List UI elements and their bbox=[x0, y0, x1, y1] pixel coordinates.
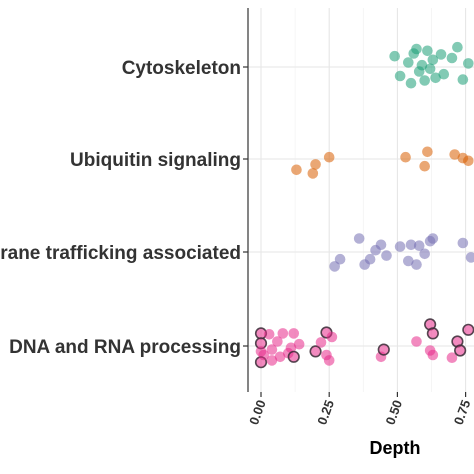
category-label: Cytoskeleton bbox=[122, 58, 241, 79]
data-point bbox=[457, 237, 469, 249]
data-point bbox=[293, 338, 305, 350]
data-point bbox=[364, 253, 376, 265]
data-point bbox=[422, 45, 433, 57]
data-point bbox=[424, 63, 436, 75]
x-axis-ticks: 0.00 0.25 0.50 0.75 bbox=[246, 392, 473, 427]
data-point bbox=[403, 57, 414, 68]
data-point bbox=[457, 74, 469, 85]
data-point bbox=[454, 344, 467, 357]
data-point bbox=[394, 241, 406, 252]
data-point bbox=[285, 342, 297, 354]
category-label: DNA and RNA processing bbox=[9, 337, 241, 358]
data-point bbox=[377, 343, 390, 356]
data-point bbox=[323, 355, 335, 366]
data-point bbox=[430, 72, 441, 84]
category-label: Ubiquitin signaling bbox=[70, 150, 241, 171]
data-point bbox=[266, 344, 278, 355]
data-point bbox=[449, 149, 460, 160]
data-point bbox=[419, 75, 430, 86]
data-point bbox=[309, 345, 322, 358]
data-point bbox=[381, 250, 392, 261]
grid-lines bbox=[248, 8, 474, 392]
data-point bbox=[288, 328, 300, 339]
data-point bbox=[465, 252, 474, 263]
x-tick-label: 0.00 bbox=[246, 398, 269, 427]
x-tick-label: 0.25 bbox=[314, 398, 337, 427]
data-point bbox=[427, 349, 439, 361]
x-tick-label: 0.75 bbox=[451, 398, 474, 427]
data-point bbox=[274, 351, 286, 363]
data-points bbox=[254, 41, 474, 369]
data-point bbox=[353, 233, 365, 244]
data-point bbox=[394, 70, 406, 82]
data-point bbox=[438, 68, 450, 80]
data-point bbox=[413, 240, 425, 251]
data-point bbox=[277, 328, 289, 339]
data-point bbox=[419, 160, 430, 172]
panel-background bbox=[248, 8, 474, 392]
data-point bbox=[419, 248, 430, 260]
data-point bbox=[291, 164, 302, 176]
data-point bbox=[446, 352, 458, 364]
data-point bbox=[463, 155, 474, 167]
data-point bbox=[323, 151, 335, 163]
data-point bbox=[310, 159, 321, 170]
data-point bbox=[389, 50, 400, 62]
data-point bbox=[411, 43, 422, 55]
data-point bbox=[416, 59, 428, 71]
data-point bbox=[422, 146, 433, 158]
data-point bbox=[263, 329, 275, 340]
data-point bbox=[307, 168, 319, 179]
data-point bbox=[266, 355, 278, 366]
category-label: rane trafficking associated bbox=[0, 243, 241, 264]
data-point bbox=[411, 336, 422, 347]
data-point bbox=[375, 239, 387, 251]
data-point bbox=[329, 261, 340, 272]
data-point bbox=[258, 349, 270, 361]
data-point bbox=[426, 327, 439, 340]
data-point bbox=[427, 54, 439, 66]
data-point bbox=[400, 151, 411, 163]
x-axis-title: Depth bbox=[370, 438, 421, 458]
data-point bbox=[405, 239, 417, 251]
data-point bbox=[446, 52, 458, 64]
data-point bbox=[452, 41, 463, 53]
data-point bbox=[427, 233, 439, 244]
data-point bbox=[315, 337, 327, 348]
data-point bbox=[463, 58, 474, 69]
x-tick-label: 0.50 bbox=[382, 398, 405, 427]
category-labels: DNA and RNA processing rane trafficking a… bbox=[0, 58, 248, 358]
data-point bbox=[403, 255, 414, 267]
data-point bbox=[326, 331, 338, 343]
data-point bbox=[405, 77, 417, 89]
data-point bbox=[435, 49, 447, 60]
data-point bbox=[287, 350, 300, 363]
data-point bbox=[334, 253, 346, 265]
data-point bbox=[272, 336, 283, 347]
data-point bbox=[411, 259, 422, 270]
data-point bbox=[462, 323, 474, 336]
